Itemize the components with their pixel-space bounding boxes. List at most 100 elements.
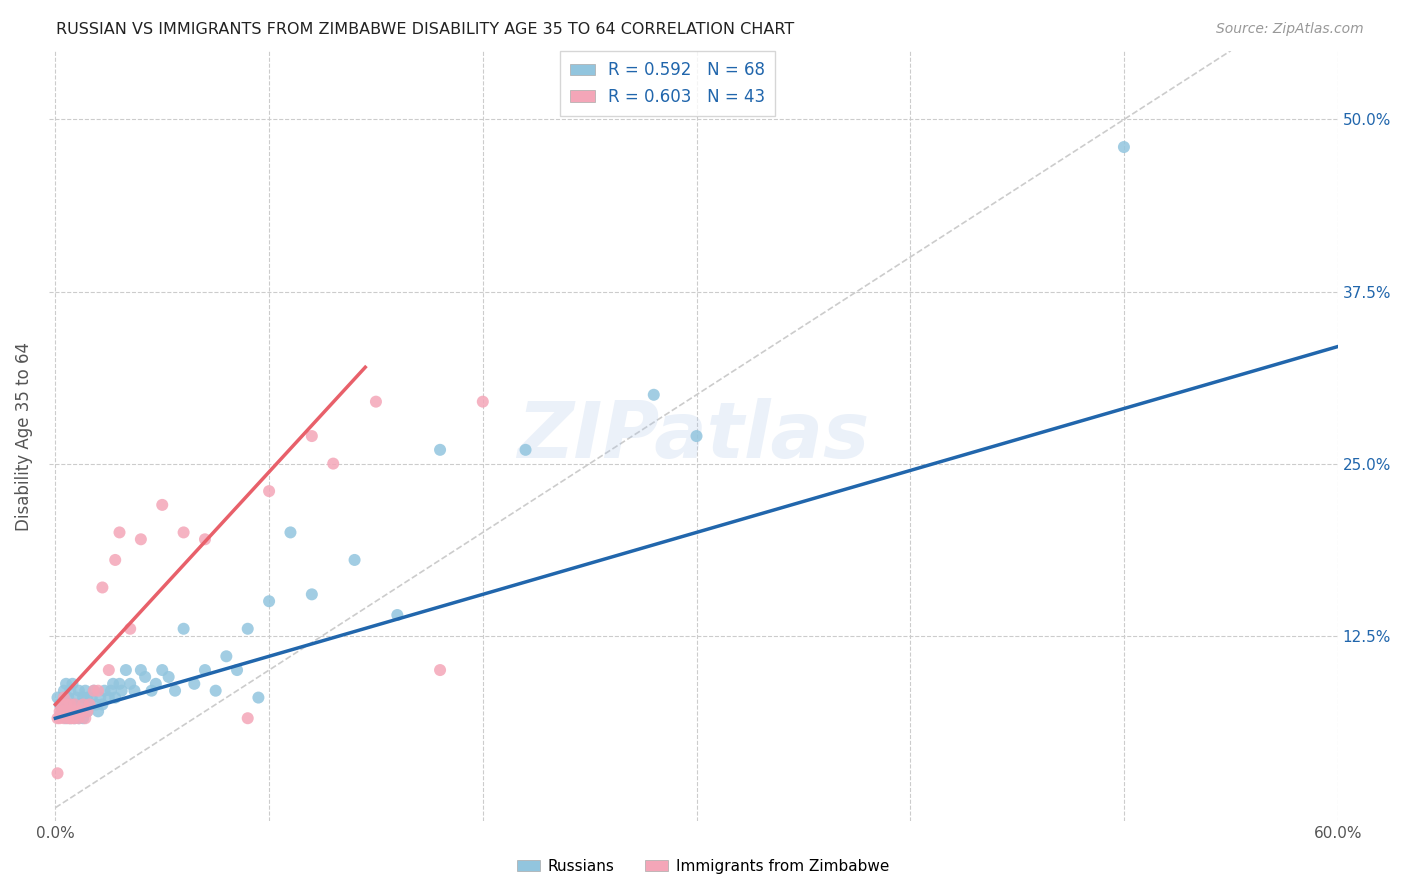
Point bbox=[93, 683, 115, 698]
Point bbox=[247, 690, 270, 705]
Point bbox=[66, 704, 89, 718]
Point bbox=[76, 704, 98, 718]
Point bbox=[52, 711, 75, 725]
Point bbox=[52, 690, 75, 705]
Point bbox=[70, 698, 93, 712]
Point bbox=[108, 677, 131, 691]
Point bbox=[62, 704, 84, 718]
Point bbox=[87, 704, 110, 718]
Point bbox=[120, 677, 142, 691]
Point bbox=[236, 711, 259, 725]
Point bbox=[364, 394, 387, 409]
Point bbox=[48, 704, 70, 718]
Point bbox=[115, 663, 138, 677]
Point bbox=[183, 677, 205, 691]
Point bbox=[429, 663, 451, 677]
Point bbox=[52, 690, 75, 705]
Point bbox=[62, 704, 84, 718]
Point bbox=[58, 690, 80, 705]
Point bbox=[173, 525, 195, 540]
Point bbox=[194, 533, 217, 547]
Point bbox=[301, 429, 323, 443]
Point bbox=[70, 704, 93, 718]
Point bbox=[1112, 140, 1135, 154]
Point bbox=[70, 704, 93, 718]
Point bbox=[194, 663, 217, 677]
Point bbox=[87, 683, 110, 698]
Point bbox=[204, 683, 226, 698]
Legend: Russians, Immigrants from Zimbabwe: Russians, Immigrants from Zimbabwe bbox=[510, 853, 896, 880]
Legend: R = 0.592   N = 68, R = 0.603   N = 43: R = 0.592 N = 68, R = 0.603 N = 43 bbox=[560, 52, 775, 116]
Point bbox=[280, 525, 302, 540]
Point bbox=[58, 704, 80, 718]
Point bbox=[59, 711, 82, 725]
Point bbox=[387, 607, 409, 622]
Point bbox=[91, 698, 114, 712]
Point bbox=[104, 553, 127, 567]
Point bbox=[165, 683, 187, 698]
Point bbox=[226, 663, 249, 677]
Point bbox=[257, 594, 280, 608]
Point bbox=[343, 553, 366, 567]
Point bbox=[62, 677, 84, 691]
Point bbox=[97, 663, 120, 677]
Point bbox=[89, 690, 111, 705]
Point bbox=[48, 711, 70, 725]
Point bbox=[46, 711, 69, 725]
Point bbox=[134, 670, 156, 684]
Point bbox=[80, 690, 103, 705]
Point bbox=[322, 457, 344, 471]
Point bbox=[79, 698, 101, 712]
Point bbox=[51, 698, 73, 712]
Point bbox=[129, 663, 152, 677]
Point bbox=[55, 711, 77, 725]
Text: Source: ZipAtlas.com: Source: ZipAtlas.com bbox=[1216, 22, 1364, 37]
Point bbox=[685, 429, 707, 443]
Point bbox=[111, 683, 134, 698]
Text: ZIPatlas: ZIPatlas bbox=[517, 398, 869, 474]
Point bbox=[55, 698, 77, 712]
Point bbox=[257, 484, 280, 499]
Point bbox=[141, 683, 163, 698]
Point bbox=[101, 677, 124, 691]
Point bbox=[429, 442, 451, 457]
Point bbox=[104, 690, 127, 705]
Point bbox=[150, 498, 173, 512]
Point bbox=[55, 704, 77, 718]
Point bbox=[91, 581, 114, 595]
Point bbox=[63, 698, 86, 712]
Point bbox=[48, 698, 70, 712]
Point bbox=[63, 698, 86, 712]
Point bbox=[66, 704, 89, 718]
Point bbox=[51, 704, 73, 718]
Point bbox=[173, 622, 195, 636]
Point bbox=[59, 683, 82, 698]
Point bbox=[58, 711, 80, 725]
Point bbox=[51, 704, 73, 718]
Point bbox=[75, 711, 97, 725]
Text: RUSSIAN VS IMMIGRANTS FROM ZIMBABWE DISABILITY AGE 35 TO 64 CORRELATION CHART: RUSSIAN VS IMMIGRANTS FROM ZIMBABWE DISA… bbox=[56, 22, 794, 37]
Point bbox=[100, 683, 122, 698]
Point bbox=[75, 683, 97, 698]
Point bbox=[301, 587, 323, 601]
Point bbox=[215, 649, 238, 664]
Point bbox=[72, 711, 94, 725]
Point bbox=[84, 698, 107, 712]
Point bbox=[108, 525, 131, 540]
Point bbox=[67, 711, 90, 725]
Point bbox=[66, 690, 89, 705]
Point bbox=[97, 690, 120, 705]
Point bbox=[67, 711, 90, 725]
Point bbox=[67, 683, 90, 698]
Point bbox=[83, 683, 105, 698]
Point bbox=[83, 683, 105, 698]
Point bbox=[72, 690, 94, 705]
Point bbox=[76, 704, 98, 718]
Point bbox=[72, 698, 94, 712]
Point bbox=[62, 711, 84, 725]
Point bbox=[63, 711, 86, 725]
Point bbox=[236, 622, 259, 636]
Point bbox=[157, 670, 180, 684]
Point bbox=[150, 663, 173, 677]
Point bbox=[55, 677, 77, 691]
